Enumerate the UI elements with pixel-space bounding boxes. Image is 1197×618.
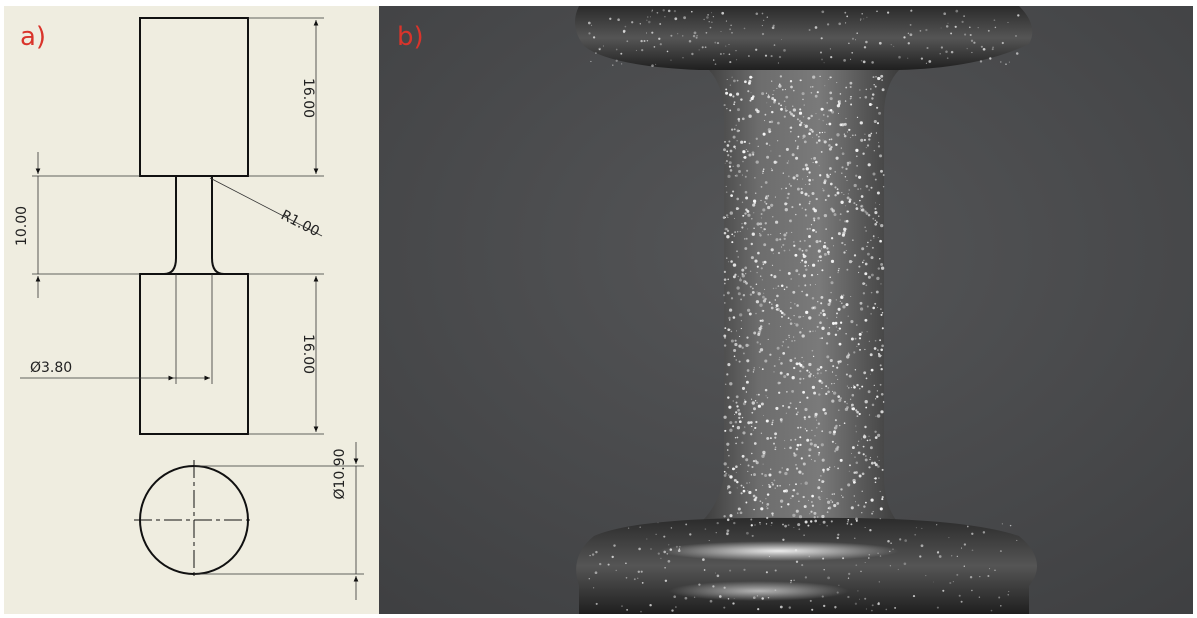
top-grip-length-label: 16.00 [300,78,316,118]
bottom-grip-shape [576,517,1037,614]
gauge-length-label: 10.00 [14,206,30,246]
gauge-right-edge [210,175,225,275]
bottom-grip-outline [139,273,249,435]
bottom-grip-length-label: 16.00 [300,334,316,374]
gauge-diameter-label: Ø3.80 [30,360,72,376]
technical-drawing: 16.00 10.00 R1.00 16.00 Ø3.80 Ø10.90 [14,17,364,600]
top-grip-outline [139,17,249,177]
panel-a-label: a) [20,22,47,52]
speckle-specimen-photo [379,6,1193,614]
technical-drawing-panel: 16.00 10.00 R1.00 16.00 Ø3.80 Ø10.90 [4,6,379,614]
panel-b-label: b) [397,22,424,52]
speckle-pattern [587,9,1020,613]
top-grip-shape [575,6,1033,70]
speckle-photo-panel: b) [379,6,1193,614]
fillet-radius-label: R1.00 [278,207,322,240]
gauge-left-edge [163,175,178,275]
gauge-bar-shape [699,70,899,524]
grip-diameter-label: Ø10.90 [332,448,348,499]
